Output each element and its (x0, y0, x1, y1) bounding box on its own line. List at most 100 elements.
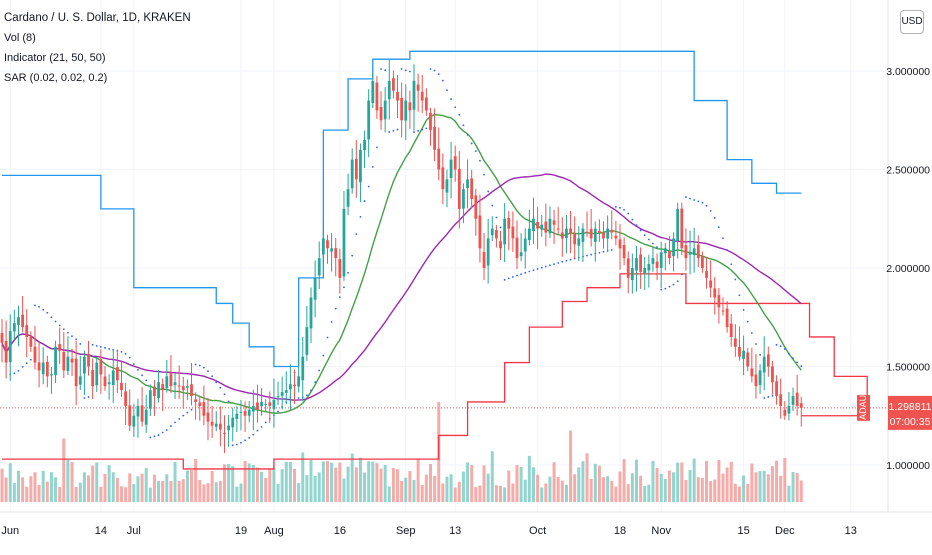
candle (33, 346, 37, 363)
time-tick-label: 19 (235, 525, 247, 537)
volume-bar (210, 470, 214, 502)
candle (87, 353, 90, 367)
candle (701, 256, 704, 268)
volume-bar (630, 473, 634, 502)
volume-bar (140, 473, 144, 502)
time-tick-label: Jun (1, 525, 19, 537)
volume-bar (729, 461, 733, 502)
volume-bar (37, 484, 41, 502)
sar-dot (202, 366, 205, 369)
candle (651, 258, 655, 264)
candle (668, 251, 671, 259)
volume-bar (177, 480, 181, 502)
symbol-title[interactable]: Cardano / U. S. Dollar, 1D, KRAKEN (4, 12, 191, 24)
sar-dot (676, 280, 679, 283)
candle (738, 347, 741, 357)
volume-bar (737, 486, 741, 502)
sar-dot (417, 129, 420, 132)
sar-dot (108, 348, 111, 350)
candle (466, 179, 469, 189)
time-scale[interactable]: Jun 14 Jul 19 Aug 16 Sep 13 Oct 18 Nov 15 Dec 13 (1, 525, 856, 537)
sar-legend[interactable]: SAR (0.02, 0.02, 0.2) (4, 72, 108, 84)
candle (214, 423, 218, 427)
sar-dot (310, 389, 312, 392)
volume-bar (222, 464, 226, 502)
volume-bar (288, 462, 292, 502)
volume-bar (387, 486, 391, 502)
sar-dot (174, 421, 176, 424)
price-tick-label: 2.000000 (886, 263, 930, 275)
sar-dot (120, 350, 123, 353)
volume-bar (297, 483, 301, 502)
sar-dot (244, 439, 246, 442)
candle (416, 84, 420, 91)
volume-legend[interactable]: Vol (8) (4, 32, 36, 44)
price-scale[interactable]: 1.000000 1.500000 2.000000 2.500000 3.000000 (886, 66, 930, 472)
candle (338, 259, 342, 278)
candle (367, 100, 371, 140)
sar-dot (623, 208, 626, 211)
sar-dot (746, 320, 749, 323)
volume-bar (218, 480, 222, 502)
sar-dot (709, 209, 712, 212)
sar-dot (652, 242, 654, 245)
volume-bar (239, 483, 243, 502)
volume-bar (0, 468, 4, 502)
volume-bar (470, 465, 474, 502)
volume-bar (746, 483, 750, 502)
candle (400, 97, 404, 121)
volume-bar (684, 480, 688, 502)
candle (709, 280, 713, 288)
sar-dot (689, 197, 691, 200)
candle (499, 241, 502, 249)
sar-dot (46, 311, 49, 314)
candle (470, 178, 474, 200)
volume-bar (762, 470, 766, 502)
volume-bar (260, 471, 264, 502)
sar-dot (235, 443, 238, 446)
candle (503, 218, 507, 245)
volume-bar (268, 469, 272, 502)
volume-bar (400, 480, 404, 502)
candle (124, 391, 127, 406)
sar-dot (260, 426, 263, 428)
candle (672, 238, 675, 256)
candle (420, 91, 424, 101)
sar-dot (219, 386, 222, 389)
candle (202, 402, 206, 416)
time-tick-label: 15 (737, 525, 749, 537)
volume-bar (672, 472, 676, 502)
candle (684, 245, 688, 259)
volume-bar (564, 484, 568, 502)
sar-dot (610, 249, 613, 251)
volume-bar (754, 472, 758, 502)
candle (169, 373, 173, 387)
volume-bar (453, 487, 457, 502)
candle (346, 189, 350, 207)
volume-bar (466, 462, 470, 502)
candle (371, 80, 375, 104)
volume-bar (293, 468, 297, 502)
candle (157, 382, 160, 399)
volume-bar (25, 486, 29, 502)
candle (334, 248, 338, 259)
price-tag-bg (888, 395, 932, 430)
volume-bar (428, 464, 432, 502)
volume-bar (700, 477, 704, 502)
candle (383, 100, 387, 120)
sar-dot (38, 305, 40, 308)
time-tick-label: Nov (651, 525, 671, 537)
candle (12, 323, 16, 332)
volume-bar (515, 465, 519, 502)
indicator-legend[interactable]: Indicator (21, 50, 50) (4, 52, 106, 64)
candle (532, 218, 535, 232)
candle (95, 362, 99, 386)
currency-button[interactable]: USD (900, 10, 924, 34)
candle (676, 208, 680, 241)
sar-dot (565, 259, 568, 262)
candle (29, 336, 33, 347)
candle (206, 412, 210, 422)
volume-bar (519, 467, 523, 502)
sar-dot (95, 344, 98, 347)
